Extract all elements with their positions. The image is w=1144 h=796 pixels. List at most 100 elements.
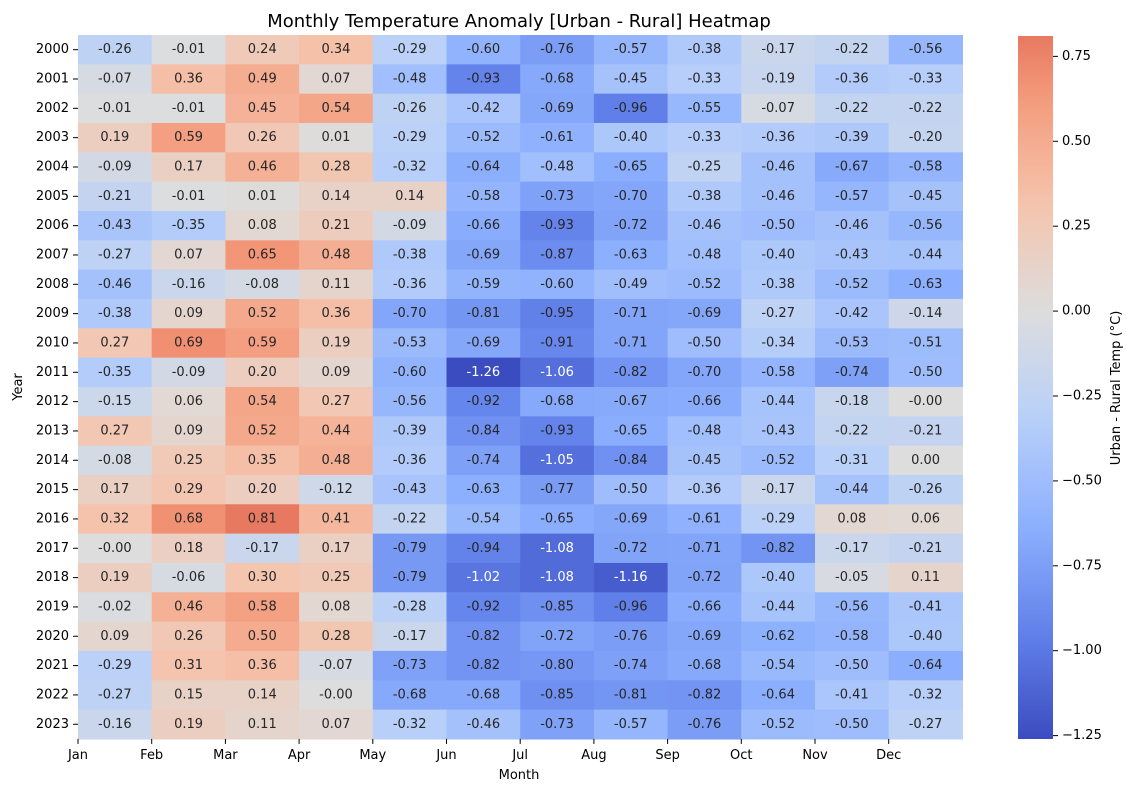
cell-value-label: 0.06 <box>174 394 203 409</box>
heatmap-cell <box>225 650 300 681</box>
heatmap-cell <box>151 416 226 447</box>
heatmap-cell <box>372 416 448 447</box>
y-tick-label: 2006 <box>36 218 69 233</box>
cell-value-label: -0.65 <box>540 511 574 526</box>
heatmap-cell <box>741 181 816 212</box>
cell-value-label: -0.84 <box>614 453 648 468</box>
heatmap-cell <box>299 445 374 476</box>
cell-value-label: -0.16 <box>172 277 206 292</box>
cell-value-label: 0.58 <box>248 599 277 614</box>
heatmap-cell <box>667 680 742 711</box>
heatmap-cell <box>741 650 816 681</box>
cell-value-label: -0.09 <box>98 159 132 174</box>
cell-value-label: 0.48 <box>321 453 350 468</box>
cell-value-label: 0.00 <box>911 453 940 468</box>
cell-value-label: -0.52 <box>761 453 795 468</box>
cell-value-label: 0.28 <box>321 159 350 174</box>
cell-value-label: -0.15 <box>98 394 132 409</box>
cell-value-label: -0.56 <box>909 42 943 57</box>
heatmap-cell <box>299 504 374 535</box>
y-tick-label: 2017 <box>36 541 69 556</box>
cell-value-label: -0.08 <box>98 453 132 468</box>
cell-value-label: -0.64 <box>761 687 795 702</box>
cell-value-label: -0.28 <box>393 599 427 614</box>
heatmap-cell <box>372 445 448 476</box>
heatmap-cell <box>446 357 521 388</box>
cell-value-label: -0.95 <box>540 306 574 321</box>
cell-value-label: -0.74 <box>835 365 869 380</box>
cell-value-label: -0.41 <box>909 599 943 614</box>
heatmap-cell <box>225 240 300 271</box>
heatmap-cell <box>446 328 521 359</box>
cell-value-label: 0.07 <box>321 717 350 732</box>
heatmap-cell <box>299 64 374 95</box>
cell-value-label: -0.53 <box>835 335 869 350</box>
cell-value-label: -0.38 <box>761 277 795 292</box>
heatmap-cell <box>593 298 669 329</box>
y-tick-label: 2012 <box>36 394 69 409</box>
heatmap-cell <box>667 240 742 271</box>
cell-value-label: 0.26 <box>248 130 277 145</box>
heatmap-cell <box>815 445 890 476</box>
cell-value-label: 0.41 <box>321 511 350 526</box>
cell-value-label: -0.69 <box>614 511 648 526</box>
cell-value-label: 0.54 <box>321 101 350 116</box>
cell-value-label: -0.46 <box>467 717 501 732</box>
heatmap-cell <box>741 64 816 95</box>
heatmap-cell <box>446 650 521 681</box>
cell-value-label: 0.36 <box>248 658 277 673</box>
heatmap-cell <box>372 122 448 153</box>
heatmap-cell <box>225 210 300 241</box>
cell-value-label: -0.33 <box>909 72 943 87</box>
heatmap-cell <box>667 93 742 124</box>
heatmap-cell <box>520 35 595 65</box>
heatmap-cell <box>78 416 153 447</box>
cell-value-label: -0.17 <box>761 482 795 497</box>
cell-value-label: 0.44 <box>321 423 350 438</box>
heatmap-cell <box>667 386 742 417</box>
cell-value-label: -0.42 <box>835 306 869 321</box>
heatmap-cell <box>225 533 300 564</box>
heatmap-cell <box>741 416 816 447</box>
y-tick-label: 2022 <box>36 687 69 702</box>
cell-value-label: -0.22 <box>909 101 943 116</box>
heatmap-cell <box>520 680 595 711</box>
heatmap-cell <box>446 64 521 95</box>
heatmap-cell <box>372 504 448 535</box>
heatmap-cell <box>520 709 595 740</box>
heatmap-cell <box>593 592 669 623</box>
cell-value-label: -0.72 <box>614 218 648 233</box>
cell-value-label: -0.38 <box>688 42 722 57</box>
cell-value-label: 0.09 <box>174 423 203 438</box>
cell-value-label: 0.19 <box>100 130 129 145</box>
cell-value-label: 0.45 <box>248 101 277 116</box>
colorbar-gradient <box>1018 36 1053 739</box>
heatmap-cell <box>888 680 963 711</box>
heatmap-cell <box>741 269 816 300</box>
heatmap-cell <box>815 240 890 271</box>
cell-value-label: -0.61 <box>688 511 722 526</box>
heatmap-cell <box>225 680 300 711</box>
cell-value-label: 0.52 <box>248 423 277 438</box>
heatmap-cell <box>151 474 226 505</box>
cell-value-label: 0.31 <box>174 658 203 673</box>
heatmap-cell <box>78 240 153 271</box>
cell-value-label: -0.25 <box>688 159 722 174</box>
cell-value-label: -0.69 <box>540 101 574 116</box>
cell-value-label: -0.68 <box>540 72 574 87</box>
heatmap-cell <box>225 64 300 95</box>
cell-value-label: -0.63 <box>467 482 501 497</box>
heatmap-cell <box>520 386 595 417</box>
heatmap-cell <box>593 709 669 740</box>
cell-value-label: -0.96 <box>614 101 648 116</box>
cell-value-label: 0.34 <box>321 42 350 57</box>
cell-value-label: -0.82 <box>761 541 795 556</box>
heatmap-cell <box>741 298 816 329</box>
cell-value-label: -0.64 <box>909 658 943 673</box>
cell-value-label: -0.40 <box>761 247 795 262</box>
heatmap-cell <box>888 562 963 593</box>
heatmap-cell <box>78 181 153 212</box>
heatmap-cell <box>446 474 521 505</box>
colorbar-label: Urban - Rural Temp (°C) <box>1109 311 1124 466</box>
cell-value-label: -0.22 <box>393 511 427 526</box>
